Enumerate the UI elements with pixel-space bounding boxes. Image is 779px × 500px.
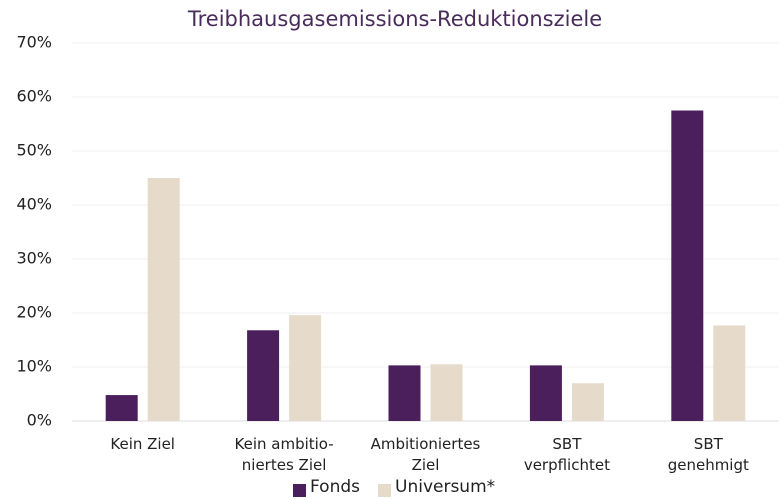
bar bbox=[529, 365, 562, 421]
bar bbox=[571, 383, 604, 421]
x-tick-label: Kein ambitio- niertes Ziel bbox=[234, 435, 334, 474]
chart-title: Treibhausgasemissions-Reduktionsziele bbox=[187, 7, 602, 31]
y-tick-label: 30% bbox=[16, 249, 52, 268]
legend-label: Universum* bbox=[395, 477, 496, 497]
bar bbox=[671, 110, 704, 421]
bar bbox=[289, 315, 322, 421]
y-tick-label: 20% bbox=[16, 303, 52, 322]
bar bbox=[247, 330, 280, 421]
bar bbox=[105, 395, 138, 421]
bar bbox=[388, 365, 421, 421]
y-tick-label: 60% bbox=[16, 87, 52, 106]
x-tick-label: Ambitioniertes Ziel bbox=[370, 435, 481, 474]
y-tick-label: 40% bbox=[16, 195, 52, 214]
x-tick-label: SBT genehmigt bbox=[667, 435, 749, 474]
bar bbox=[430, 364, 463, 421]
legend-swatch bbox=[293, 484, 306, 497]
x-tick-label: Kein Ziel bbox=[110, 435, 175, 453]
y-tick-label: 10% bbox=[16, 357, 52, 376]
bar bbox=[147, 178, 180, 421]
y-tick-label: 50% bbox=[16, 141, 52, 160]
legend-label: Fonds bbox=[310, 477, 360, 497]
y-tick-label: 0% bbox=[27, 411, 52, 430]
x-tick-label: SBT verpflichtet bbox=[523, 435, 610, 474]
legend-swatch bbox=[378, 484, 391, 497]
y-tick-label: 70% bbox=[16, 33, 52, 52]
bar bbox=[713, 325, 746, 421]
